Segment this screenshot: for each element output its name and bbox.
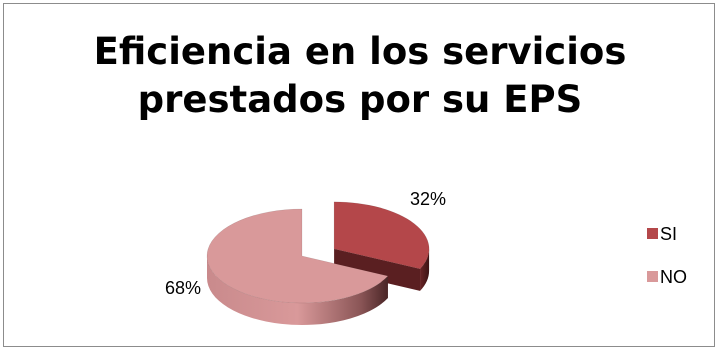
pie-slice-side-no <box>207 256 388 325</box>
pie-slice-si <box>333 201 430 270</box>
pie-slice-face-si <box>334 248 421 291</box>
pie-slice-side-si <box>420 248 430 291</box>
legend-label-no: NO <box>660 267 687 287</box>
data-label-no: 68% <box>165 278 201 298</box>
legend-swatch-si <box>647 228 658 239</box>
pie-slice-no <box>206 208 389 304</box>
legend-label-si: SI <box>660 224 677 244</box>
legend-swatch-no <box>647 271 658 282</box>
chart-title: Eficiencia en los servicios prestados po… <box>20 28 700 124</box>
chart-title-line-2: prestados por su EPS <box>137 78 583 121</box>
chart-title-line-1: Eficiencia en los servicios <box>93 30 627 73</box>
data-label-si: 32% <box>410 189 446 209</box>
